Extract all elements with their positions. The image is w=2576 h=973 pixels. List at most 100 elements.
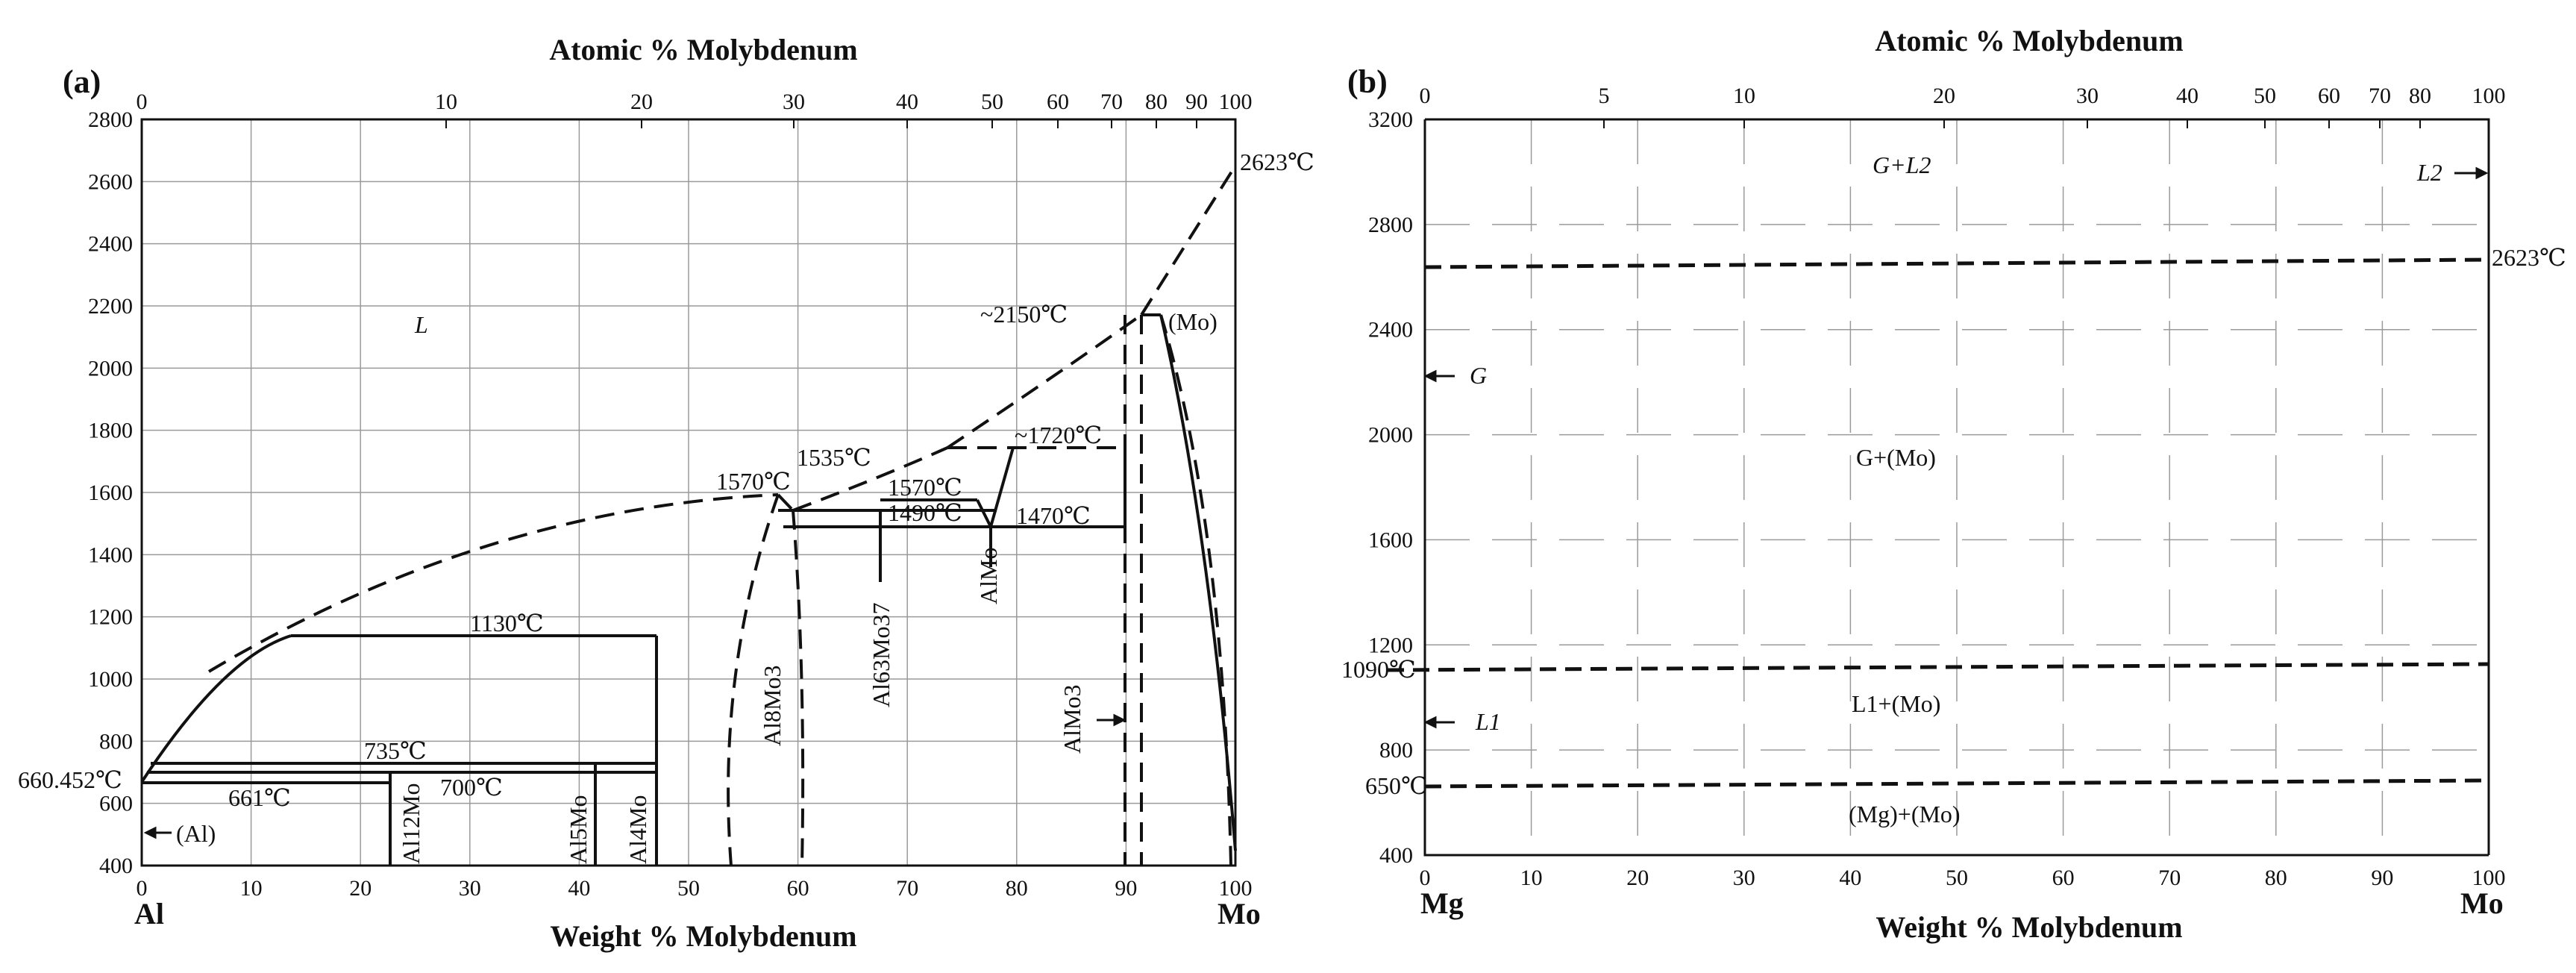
panel-a-x-tick: 80 — [1006, 876, 1028, 901]
panel-a: (a) Atomic % Molybdenum Weight % Molybde… — [18, 33, 1314, 953]
panel-a-x-tick: 20 — [349, 876, 372, 901]
panel-a-y-tick-labels: 2800 2600 2400 2200 2000 1800 1600 1400 1200 1000… — [88, 107, 133, 878]
label-al5mo: Al5Mo — [565, 795, 592, 864]
panel-b-top-tick: 100 — [2472, 84, 2506, 108]
almo-boundary — [976, 447, 1015, 531]
label-l2: L2 — [2416, 159, 2442, 186]
panel-b-top-tick: 5 — [1599, 84, 1610, 108]
label-al-phase: (Al) — [176, 820, 216, 847]
liquidus-dashed-upper — [946, 313, 1143, 449]
label-1535: 1535℃ — [797, 444, 871, 471]
label-700: 700℃ — [440, 774, 503, 801]
label-almo3: AlMo3 — [1059, 685, 1085, 754]
panel-a-x-tick: 100 — [1219, 876, 1253, 901]
panel-b-x-tick: 50 — [1946, 866, 1968, 890]
panel-a-y-tick: 2800 — [88, 107, 133, 132]
panel-b-top-tick-labels: 0 5 10 20 30 40 50 60 70 80 100 — [1420, 84, 2506, 108]
panel-a-x-tick: 0 — [137, 876, 148, 901]
panel-a-y-tick: 1800 — [88, 419, 133, 443]
label-mo-phase: (Mo) — [1168, 308, 1218, 335]
panel-b-bottom-axis-title: Weight % Molybdenum — [1875, 910, 2182, 944]
panel-b-y-tick: 2400 — [1368, 318, 1413, 342]
panel-b-y-tick: 1600 — [1368, 528, 1413, 552]
panel-a-x-tick: 90 — [1115, 876, 1137, 901]
label-650-b: 650℃ — [1365, 772, 1428, 799]
panel-b-top-tick: 10 — [1733, 84, 1755, 108]
panel-b-x-tick: 60 — [2052, 866, 2075, 890]
panel-a-y-tick: 600 — [99, 792, 133, 816]
almo3-arrowhead — [1113, 713, 1126, 727]
panel-a-y-tick: 1000 — [88, 667, 133, 692]
panel-b: (b) Atomic % Molybdenum Weight % Molybde… — [1341, 24, 2566, 944]
panel-a-top-tick-labels: 0 10 20 30 40 50 60 70 80 90 100 — [137, 90, 1253, 114]
label-2623-b: 2623℃ — [2492, 244, 2566, 271]
panel-b-x-tick: 10 — [1520, 866, 1543, 890]
panel-b-right-element: Mo — [2460, 886, 2504, 920]
isotherm-1090-b — [1387, 662, 2489, 672]
panel-a-y-tick: 800 — [99, 729, 133, 754]
panel-b-plot-frame — [1423, 118, 2490, 857]
panel-a-top-tick: 80 — [1145, 90, 1168, 114]
panel-b-grid — [1424, 119, 2489, 856]
label-almo: AlMo — [975, 548, 1002, 604]
panel-b-x-tick: 30 — [1733, 866, 1755, 890]
label-al63mo37: Al63Mo37 — [868, 603, 894, 707]
l1-arrowhead — [1423, 716, 1437, 729]
panel-b-x-tick: 90 — [2371, 866, 2393, 890]
panel-a-top-tick: 100 — [1219, 90, 1253, 114]
panel-b-left-element: Mg — [1420, 886, 1464, 920]
panel-a-top-tick: 40 — [896, 90, 918, 114]
liquidus-dashed-left — [207, 493, 779, 673]
liquidus-1570-peak — [777, 493, 795, 512]
panel-a-top-tick: 30 — [783, 90, 805, 114]
label-g-l2: G+L2 — [1873, 151, 1931, 178]
panel-a-x-tick: 40 — [568, 876, 590, 901]
panel-b-y-tick: 2800 — [1368, 213, 1413, 237]
label-al4mo: Al4Mo — [624, 795, 651, 864]
panel-a-y-tick: 400 — [99, 854, 133, 878]
panel-a-x-tick-labels: 0 10 20 30 40 50 60 70 80 90 100 — [137, 876, 1253, 901]
panel-b-x-tick: 40 — [1839, 866, 1861, 890]
panel-b-y-tick: 2000 — [1368, 423, 1413, 448]
panel-a-y-tick: 2000 — [88, 356, 133, 381]
label-1130: 1130℃ — [470, 610, 544, 636]
mo-solidus-curve — [1159, 314, 1237, 851]
panel-a-top-tick: 70 — [1100, 90, 1123, 114]
label-1570-b: 1570℃ — [888, 474, 962, 501]
label-1720: ~1720℃ — [1015, 422, 1102, 448]
panel-b-x-tick: 80 — [2265, 866, 2287, 890]
label-liquid: L — [414, 311, 428, 338]
panel-a-top-tick: 20 — [630, 90, 653, 114]
panel-a-x-tick: 30 — [459, 876, 481, 901]
panel-b-top-tick: 30 — [2076, 84, 2099, 108]
panel-a-y-tick: 2400 — [88, 232, 133, 257]
label-1490: 1490℃ — [888, 499, 962, 526]
label-661: 661℃ — [228, 784, 291, 811]
panel-a-y-tick: 2200 — [88, 294, 133, 319]
panel-b-top-tick: 20 — [1933, 84, 1955, 108]
panel-b-top-tick: 80 — [2409, 84, 2431, 108]
label-mo-melt: 2623℃ — [1240, 148, 1314, 175]
label-al12mo: Al12Mo — [398, 783, 424, 864]
panel-a-x-tick: 10 — [240, 876, 263, 901]
label-g-mo: G+(Mo) — [1856, 444, 1936, 471]
panel-a-top-tick: 50 — [981, 90, 1003, 114]
panel-a-top-tick: 60 — [1047, 90, 1069, 114]
panel-b-y-tick-labels: 3200 2800 2400 2000 1600 1200 800 400 — [1368, 107, 1413, 868]
panel-b-top-tick: 0 — [1420, 84, 1431, 108]
g-arrowhead — [1423, 369, 1437, 383]
panel-a-top-axis-title: Atomic % Molybdenum — [549, 33, 857, 66]
label-mg-mo: (Mg)+(Mo) — [1849, 801, 1961, 827]
label-735: 735℃ — [364, 737, 427, 764]
panel-a-right-element: Mo — [1218, 897, 1261, 930]
panel-b-top-axis-title: Atomic % Molybdenum — [1875, 24, 2183, 57]
panel-b-x-tick: 20 — [1626, 866, 1649, 890]
panel-b-top-tick: 50 — [2254, 84, 2276, 108]
panel-b-y-tick: 400 — [1379, 843, 1413, 868]
panel-b-x-tick: 0 — [1420, 866, 1431, 890]
panel-b-x-tick: 100 — [2472, 866, 2506, 890]
panel-a-plot-frame — [140, 118, 1237, 867]
label-al-melt: 660.452℃ — [18, 766, 122, 793]
label-1570-a: 1570℃ — [716, 468, 791, 495]
